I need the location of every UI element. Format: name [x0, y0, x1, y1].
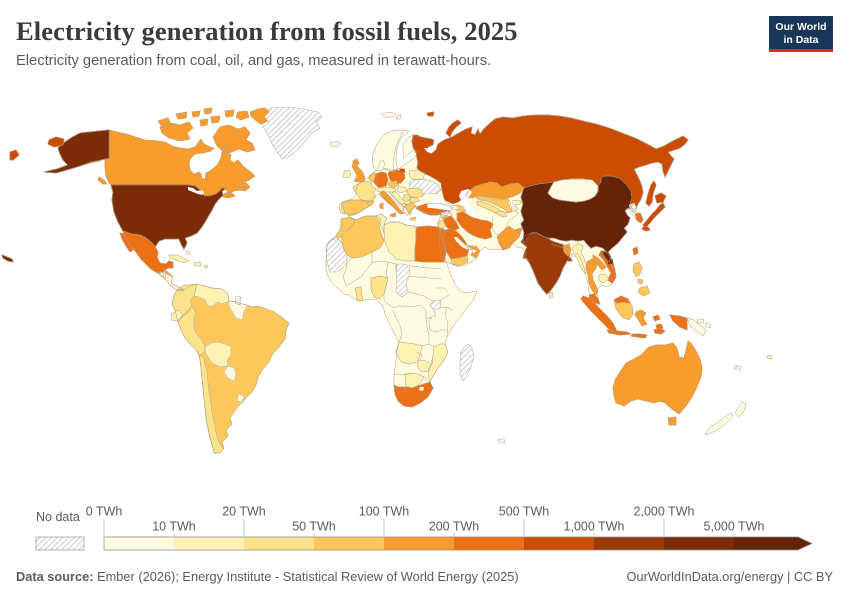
svg-text:50 TWh: 50 TWh [292, 520, 336, 534]
svg-text:1,000 TWh: 1,000 TWh [564, 520, 625, 534]
svg-text:5,000 TWh: 5,000 TWh [704, 520, 765, 534]
svg-text:10 TWh: 10 TWh [152, 520, 196, 534]
svg-text:0 TWh: 0 TWh [86, 505, 123, 519]
svg-text:200 TWh: 200 TWh [429, 520, 480, 534]
svg-text:500 TWh: 500 TWh [499, 505, 550, 519]
svg-text:No data: No data [36, 510, 80, 524]
svg-text:100 TWh: 100 TWh [359, 505, 410, 519]
svg-text:20 TWh: 20 TWh [222, 505, 266, 519]
svg-text:2,000 TWh: 2,000 TWh [634, 505, 695, 519]
